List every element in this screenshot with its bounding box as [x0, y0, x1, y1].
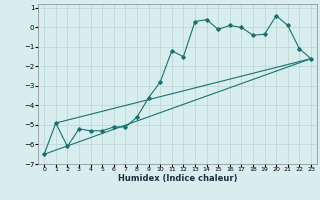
- X-axis label: Humidex (Indice chaleur): Humidex (Indice chaleur): [118, 174, 237, 183]
